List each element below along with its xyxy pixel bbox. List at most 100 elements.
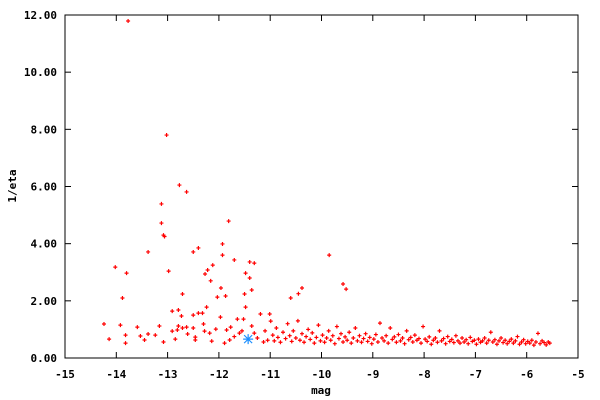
data-point — [375, 339, 380, 344]
data-point — [392, 334, 397, 339]
data-point — [320, 333, 325, 338]
data-point — [406, 337, 411, 342]
data-point — [410, 339, 415, 344]
data-point — [281, 330, 286, 335]
data-point — [427, 334, 432, 339]
data-point — [247, 259, 252, 264]
data-point — [261, 339, 266, 344]
data-point — [476, 337, 481, 342]
data-point — [287, 333, 292, 338]
data-point — [170, 309, 175, 314]
data-point — [239, 328, 244, 333]
data-point — [209, 339, 214, 344]
data-point — [447, 339, 452, 344]
data-point — [146, 331, 151, 336]
data-point — [196, 245, 201, 250]
data-point — [525, 339, 530, 344]
data-point — [274, 325, 279, 330]
data-point — [191, 313, 196, 318]
data-point — [159, 221, 164, 226]
data-point — [377, 321, 382, 326]
data-point — [289, 339, 294, 344]
data-point — [318, 338, 323, 343]
data-point — [373, 332, 378, 337]
data-point — [291, 328, 296, 333]
x-tick-label: -13 — [158, 368, 178, 381]
data-point — [176, 307, 181, 312]
data-point — [519, 339, 524, 344]
data-point — [252, 261, 257, 266]
data-point — [478, 340, 483, 345]
data-point — [226, 219, 231, 224]
data-point — [308, 337, 313, 342]
data-point — [353, 325, 358, 330]
data-point — [180, 291, 185, 296]
data-point — [249, 323, 254, 328]
data-point — [153, 333, 158, 338]
data-point — [460, 335, 465, 340]
data-point — [527, 341, 532, 346]
data-point — [113, 265, 118, 270]
data-point — [204, 305, 209, 310]
data-point — [296, 291, 301, 296]
data-point — [443, 341, 448, 346]
data-point — [453, 333, 458, 338]
data-point — [540, 338, 545, 343]
data-point — [207, 331, 212, 336]
data-point — [529, 338, 534, 343]
data-point — [334, 324, 339, 329]
data-point — [431, 338, 436, 343]
data-point — [205, 267, 210, 272]
data-point — [166, 269, 171, 274]
data-point — [255, 335, 260, 340]
data-point — [435, 340, 440, 345]
data-point — [146, 249, 151, 254]
data-point — [326, 328, 331, 333]
data-point — [322, 340, 327, 345]
data-point — [272, 338, 277, 343]
data-point — [222, 341, 227, 346]
y-tick-label: 6.00 — [31, 181, 58, 194]
data-point — [341, 339, 346, 344]
data-point — [258, 311, 263, 316]
data-point — [511, 341, 516, 346]
data-point — [162, 234, 167, 239]
data-point — [120, 295, 125, 300]
data-point — [464, 337, 469, 342]
data-point — [179, 313, 184, 318]
data-point — [365, 339, 370, 344]
data-point — [458, 341, 463, 346]
data-point — [267, 311, 272, 316]
x-tick-label: -6 — [520, 368, 534, 381]
y-tick-label: 10.00 — [24, 66, 57, 79]
data-point — [177, 183, 182, 188]
data-point — [268, 319, 273, 324]
data-point — [302, 340, 307, 345]
y-tick-label: 4.00 — [31, 238, 58, 251]
data-point — [123, 341, 128, 346]
data-point — [138, 333, 143, 338]
data-point — [220, 241, 225, 246]
data-point — [242, 291, 247, 296]
data-point — [433, 335, 438, 340]
data-point — [486, 338, 491, 343]
data-point — [394, 340, 399, 345]
plot-marks — [101, 19, 552, 348]
data-point — [306, 327, 311, 332]
data-point — [300, 331, 305, 336]
data-point — [355, 338, 360, 343]
data-point — [193, 337, 198, 342]
data-point — [499, 335, 504, 340]
data-point — [191, 325, 196, 330]
data-point — [202, 329, 207, 334]
data-point — [402, 341, 407, 346]
data-point — [314, 335, 319, 340]
data-point — [201, 321, 206, 326]
data-point — [283, 336, 288, 341]
data-point — [330, 333, 335, 338]
data-point — [241, 317, 246, 322]
data-point — [515, 334, 520, 339]
data-point — [180, 325, 185, 330]
data-point — [547, 341, 552, 346]
data-point — [404, 328, 409, 333]
